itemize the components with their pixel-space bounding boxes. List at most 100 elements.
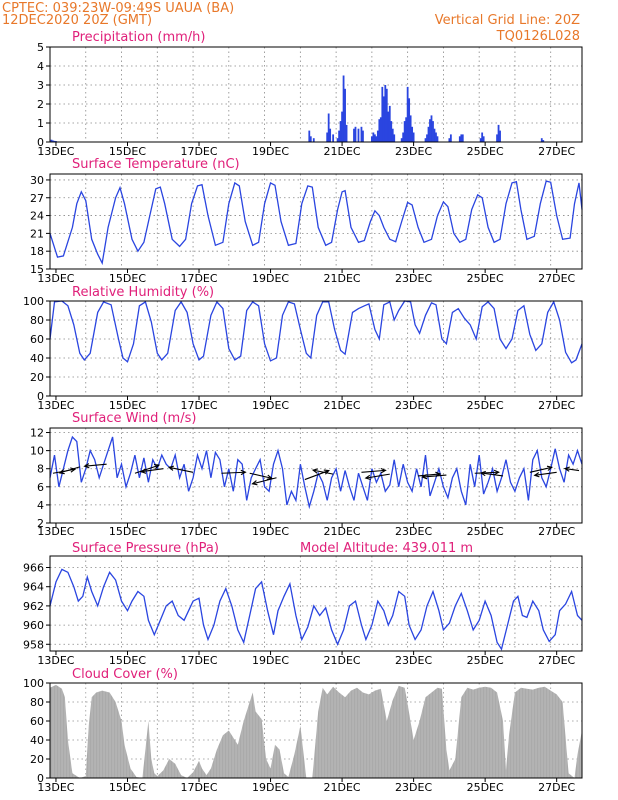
precip-xtick-label: 25DEC <box>467 145 504 158</box>
press-xtick-label: 27DEC <box>538 654 575 667</box>
temp-xtick-label: 25DEC <box>467 272 504 285</box>
precip-ytick-label: 2 <box>37 98 44 111</box>
precip-bar <box>411 126 414 142</box>
precip-bar <box>384 85 387 142</box>
rh-ytick-label: 100 <box>23 295 44 308</box>
cloud-ytick-label: 80 <box>30 696 44 709</box>
cloud-xtick-label: 25DEC <box>467 781 504 794</box>
rh-series-line <box>49 300 583 364</box>
precip-bar <box>460 134 463 142</box>
precip-bar <box>354 126 357 142</box>
cloud-xtick-label: 15DEC <box>109 781 146 794</box>
wind-ytick-label: 8 <box>37 463 44 476</box>
precip-bar <box>388 105 391 142</box>
wind-vector-head <box>153 464 161 470</box>
cloud-xtick-label: 13DEC <box>37 781 74 794</box>
precip-bar <box>426 134 428 142</box>
wind-vector-head <box>70 467 77 473</box>
header-grid-line: Vertical Grid Line: 20Z <box>435 13 580 28</box>
wind-vector-head <box>364 474 371 481</box>
precip-bar <box>405 117 408 142</box>
wind-vector <box>134 464 160 474</box>
cloud-xtick-label: 17DEC <box>180 781 217 794</box>
precip-xtick-label: 19DEC <box>252 145 289 158</box>
wind-xtick-label: 25DEC <box>467 525 504 538</box>
wind-vector <box>252 477 277 485</box>
precip-bar <box>424 138 427 142</box>
wind-vector <box>480 472 504 477</box>
precip-bar <box>458 136 461 142</box>
precip-bar <box>312 138 315 142</box>
wind-vector-head <box>546 465 554 471</box>
precip-bar <box>429 119 431 142</box>
precip-bar <box>327 113 330 142</box>
precip-bar <box>309 136 312 142</box>
temp-xtick-label: 17DEC <box>180 272 217 285</box>
header-station: CPTEC: 039:23W-09:49S UAUA (BA) <box>2 1 234 16</box>
precip-xtick-label: 23DEC <box>395 145 432 158</box>
precip-ytick-label: 0 <box>37 136 44 149</box>
precip-xtick-label: 17DEC <box>180 145 217 158</box>
temp-xtick-label: 15DEC <box>109 272 146 285</box>
wind-vector-head <box>533 472 540 478</box>
precip-bar <box>53 140 56 142</box>
wind-ytick-label: 10 <box>30 445 44 458</box>
press-ytick-label: 966 <box>23 562 44 575</box>
press-xtick-label: 13DEC <box>37 654 74 667</box>
precip-bar <box>481 132 484 142</box>
precip-bar <box>338 130 340 142</box>
precip-bar <box>372 132 375 142</box>
wind-vector <box>365 473 390 479</box>
wind-vector-head <box>563 466 570 472</box>
wind-vector-head <box>251 480 258 486</box>
precip-bar <box>353 128 355 142</box>
cloud-ytick-label: 60 <box>30 715 44 728</box>
precip-bar <box>339 121 342 142</box>
wind-vector-head <box>140 468 147 474</box>
wind-xtick-label: 21DEC <box>324 525 361 538</box>
wind-vector-head <box>167 465 175 471</box>
temp-ytick-label: 15 <box>30 263 44 276</box>
wind-vector <box>564 467 580 472</box>
header-model-id: TQ0126L028 <box>496 29 580 44</box>
wind-vector <box>59 466 80 474</box>
precip-bar <box>402 132 405 142</box>
precip-bar <box>385 88 388 142</box>
precip-bar <box>479 138 482 142</box>
wind-vector <box>418 473 441 477</box>
precip-bar <box>461 134 464 142</box>
cloud-ytick-label: 40 <box>30 734 44 747</box>
press-xtick-label: 15DEC <box>109 654 146 667</box>
temp-ytick-label: 30 <box>30 174 44 187</box>
precip-bar <box>373 134 376 142</box>
wind-ytick-label: 2 <box>37 517 44 530</box>
precip-bar <box>435 132 437 142</box>
wind-xtick-label: 17DEC <box>180 525 217 538</box>
press-title: Surface Pressure (hPa) <box>72 541 219 556</box>
wind-vector-head <box>266 474 273 480</box>
precip-bar <box>499 130 501 142</box>
wind-xtick-label: 13DEC <box>37 525 74 538</box>
precip-bar <box>332 134 335 142</box>
wind-vector-head <box>421 474 428 480</box>
cloud-xtick-label: 21DEC <box>324 781 361 794</box>
precip-bar <box>50 139 53 142</box>
press-xtick-label: 21DEC <box>324 654 361 667</box>
rh-xtick-label: 23DEC <box>395 399 432 412</box>
temp-ytick-label: 21 <box>30 227 44 240</box>
precip-bar <box>360 126 363 142</box>
wind-vector <box>221 471 246 474</box>
precip-bar <box>370 136 373 142</box>
temp-ytick-label: 27 <box>30 192 44 205</box>
temp-ytick-label: 24 <box>30 210 44 223</box>
press-xtick-label: 25DEC <box>467 654 504 667</box>
wind-frame <box>49 427 583 524</box>
precip-ytick-label: 3 <box>37 79 44 92</box>
precip-bar <box>400 138 403 142</box>
wind-xtick-label: 23DEC <box>395 525 432 538</box>
precip-bar <box>448 138 451 142</box>
precip-bar <box>341 111 343 142</box>
precip-frame <box>49 46 583 143</box>
precip-xtick-label: 21DEC <box>324 145 361 158</box>
wind-vector <box>313 469 334 475</box>
